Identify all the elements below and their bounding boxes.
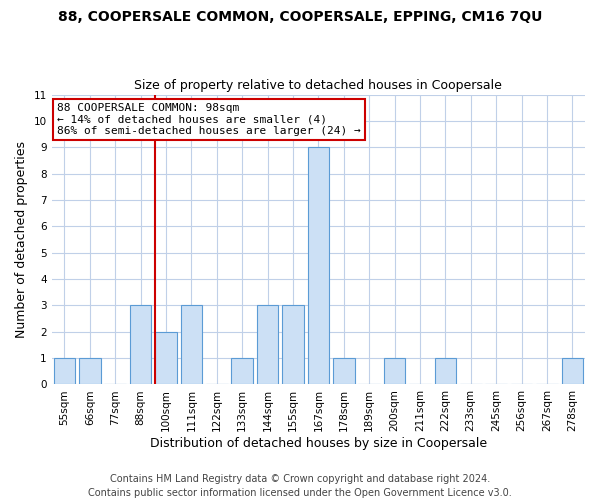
Text: Contains HM Land Registry data © Crown copyright and database right 2024.
Contai: Contains HM Land Registry data © Crown c… (88, 474, 512, 498)
Bar (130, 306, 151, 384)
Bar (181, 306, 202, 384)
Bar (308, 148, 329, 384)
Bar (282, 306, 304, 384)
Text: 88, COOPERSALE COMMON, COOPERSALE, EPPING, CM16 7QU: 88, COOPERSALE COMMON, COOPERSALE, EPPIN… (58, 10, 542, 24)
Bar (384, 358, 406, 384)
Bar (562, 358, 583, 384)
X-axis label: Distribution of detached houses by size in Coopersale: Distribution of detached houses by size … (150, 437, 487, 450)
Y-axis label: Number of detached properties: Number of detached properties (15, 141, 28, 338)
Bar (155, 332, 177, 384)
Bar (434, 358, 456, 384)
Bar (257, 306, 278, 384)
Text: 88 COOPERSALE COMMON: 98sqm
← 14% of detached houses are smaller (4)
86% of semi: 88 COOPERSALE COMMON: 98sqm ← 14% of det… (57, 104, 361, 136)
Bar (232, 358, 253, 384)
Title: Size of property relative to detached houses in Coopersale: Size of property relative to detached ho… (134, 79, 502, 92)
Bar (53, 358, 75, 384)
Bar (333, 358, 355, 384)
Bar (79, 358, 101, 384)
